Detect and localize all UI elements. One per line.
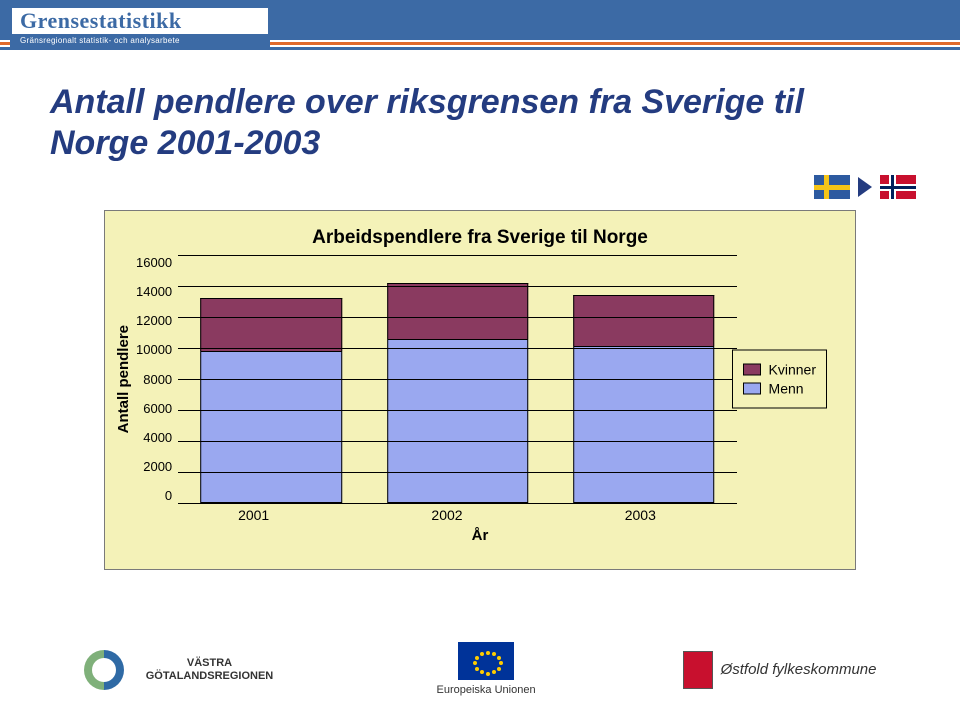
legend-swatch [743,383,761,395]
flag-sweden-icon [814,175,850,199]
eu-flag-icon [458,642,514,680]
y-tick: 12000 [136,313,172,328]
chart-container: Arbeidspendlere fra Sverige til Norge An… [104,210,856,570]
logo-eu: Europeiska Unionen [437,642,536,697]
y-tick: 10000 [136,342,172,357]
arrow-right-icon [858,177,872,197]
gridline [178,410,737,411]
legend-row: Menn [743,381,816,397]
y-tick: 8000 [136,372,172,387]
plot-area [178,255,737,503]
slide: Grensestatistikk Gränsregionalt statisti… [0,0,960,720]
vg-label: VÄSTRA GÖTALANDSREGIONEN [130,657,290,683]
vg-mark-icon [84,650,124,690]
legend-label: Menn [769,381,804,397]
y-tick: 2000 [136,459,172,474]
plot-outer: Kvinner Menn [178,255,841,503]
logo-vastra-gotaland: VÄSTRA GÖTALANDSREGIONEN [84,650,290,690]
brand-name: Grensestatistikk [12,8,268,34]
gridline [178,255,737,256]
bar-segment-menn [201,351,343,503]
y-tick: 14000 [136,284,172,299]
legend: Kvinner Menn [732,350,827,409]
y-axis-ticks: 16000 14000 12000 10000 8000 6000 4000 2000 0 [136,255,178,503]
ostfold-shield-icon [683,651,713,689]
bar-segment-kvinner [573,295,715,346]
flag-norway-icon [880,175,916,199]
y-tick: 0 [136,488,172,503]
brand-logo: Grensestatistikk Gränsregionalt statisti… [10,6,270,50]
eu-label: Europeiska Unionen [437,684,536,697]
bar-segment-menn [387,339,529,503]
gridline [178,286,737,287]
x-axis-label: År [105,523,855,548]
bar-segment-menn [573,346,715,503]
x-tick: 2002 [350,503,543,523]
bar-segment-kvinner [387,283,529,339]
legend-row: Kvinner [743,362,816,378]
brand-subtitle: Gränsregionalt statistik- och analysarbe… [12,34,268,48]
plot-wrap: Antall pendlere 16000 14000 12000 10000 8000… [105,255,855,503]
gridline [178,441,737,442]
x-tick: 2001 [157,503,350,523]
ostfold-label: Østfold fylkeskommune [721,661,877,679]
logo-ostfold: Østfold fylkeskommune [683,651,877,689]
legend-label: Kvinner [769,362,816,378]
x-axis-ticks: 200120022003 [105,503,855,523]
y-tick: 6000 [136,401,172,416]
flags-row [814,175,916,199]
footer: VÄSTRA GÖTALANDSREGIONEN Europeiska Unio… [0,630,960,710]
gridline [178,379,737,380]
gridline [178,348,737,349]
y-tick: 16000 [136,255,172,270]
legend-swatch [743,364,761,376]
page-title: Antall pendlere over riksgrensen fra Sve… [50,82,910,164]
header-banner: Grensestatistikk Gränsregionalt statisti… [0,0,960,56]
gridline [178,317,737,318]
gridline [178,503,737,504]
gridline [178,472,737,473]
y-tick: 4000 [136,430,172,445]
x-tick: 2003 [544,503,737,523]
bar-segment-kvinner [201,298,343,351]
y-axis-label: Antall pendlere [111,325,136,433]
chart-title: Arbeidspendlere fra Sverige til Norge [105,227,855,249]
